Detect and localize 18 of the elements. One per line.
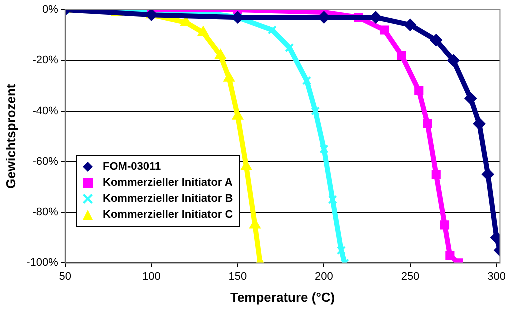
- legend-label: Kommerzieller Initiator C: [103, 209, 234, 221]
- y-tick-label: -80%: [32, 206, 59, 219]
- x-tick-label: 50: [59, 270, 72, 283]
- x-tick-label: 300: [488, 270, 506, 283]
- legend-label: FOM-03011: [103, 161, 162, 173]
- y-tick-label: -60%: [32, 156, 59, 168]
- y-tick-label: -20%: [32, 54, 59, 67]
- x-tick-label: 200: [315, 270, 334, 283]
- y-tick-label: -40%: [32, 105, 59, 118]
- x-tick-label: 250: [401, 270, 420, 283]
- y-axis-title: Gewichtsprozent: [3, 84, 18, 189]
- legend-label: Kommerzieller Initiator A: [103, 177, 233, 189]
- legend-label: Kommerzieller Initiator B: [103, 193, 234, 205]
- x-tick-label: 150: [228, 270, 248, 283]
- y-tick-label: -100%: [26, 257, 59, 270]
- x-axis-title: Temperature (°C): [230, 290, 336, 305]
- y-tick-label: 0%: [42, 4, 59, 16]
- x-tick-label: 100: [142, 270, 161, 283]
